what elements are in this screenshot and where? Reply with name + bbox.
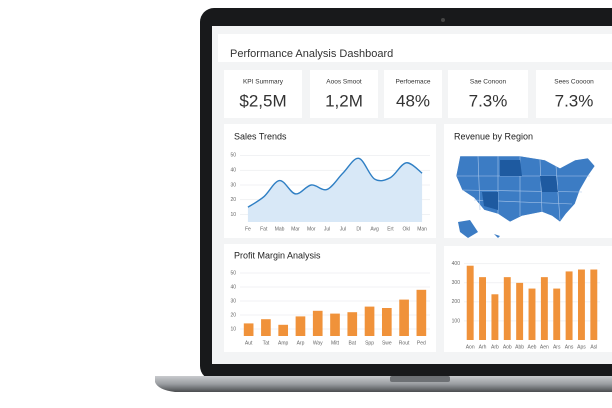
x-tick-label: Dl xyxy=(356,226,361,232)
kpi-value: 7.3% xyxy=(555,91,594,110)
bar xyxy=(565,271,573,340)
bar xyxy=(278,324,289,336)
bar xyxy=(491,294,499,340)
kpi-card xyxy=(384,70,442,118)
x-tick-label: Mab xyxy=(275,226,285,232)
x-tick-label: Mitt xyxy=(331,340,340,346)
bar xyxy=(466,265,474,340)
line xyxy=(247,157,423,208)
y-tick-label: 10 xyxy=(230,212,236,218)
y-tick-label: 400 xyxy=(452,261,461,267)
bar xyxy=(381,308,392,336)
y-tick-label: 40 xyxy=(230,168,236,174)
kpi-value: 7.3% xyxy=(469,91,508,110)
bar xyxy=(540,277,548,340)
x-tick-label: Aob xyxy=(503,344,512,350)
panel-title: Sales Trends xyxy=(234,131,287,141)
x-tick-label: Ars xyxy=(553,344,561,350)
kpi-card xyxy=(224,70,302,118)
y-tick-label: 50 xyxy=(230,153,236,159)
kpi-card xyxy=(310,70,378,118)
x-tick-label: Fe xyxy=(245,226,251,232)
kpi-value: $2,5M xyxy=(239,91,286,110)
y-tick-label: 300 xyxy=(452,280,461,286)
kpi-card xyxy=(536,70,612,118)
x-tick-label: Mor xyxy=(307,226,316,232)
x-tick-label: Arp xyxy=(297,340,305,346)
bar xyxy=(577,269,585,340)
bar xyxy=(479,277,487,340)
area xyxy=(247,158,423,222)
trackpad-notch xyxy=(390,376,450,382)
bar xyxy=(399,299,409,336)
us-map xyxy=(455,155,596,238)
x-tick-label: Bat xyxy=(349,340,357,346)
x-tick-label: Asl xyxy=(590,344,597,350)
bar xyxy=(347,312,358,336)
x-tick-label: Ans xyxy=(565,344,574,350)
bar xyxy=(330,313,340,336)
kpi-label: Sees Coooon xyxy=(554,79,594,86)
x-tick-label: Abb xyxy=(515,344,524,350)
bar xyxy=(364,306,375,336)
x-tick-label: Arh xyxy=(479,344,487,350)
x-tick-label: Amp xyxy=(278,340,289,346)
laptop-base xyxy=(155,376,612,392)
dashboard-title: Performance Analysis Dashboard xyxy=(230,48,393,60)
x-tick-label: Okl xyxy=(403,226,411,232)
x-tick-label: Mar xyxy=(291,226,300,232)
x-tick-label: Man xyxy=(417,226,427,232)
bar xyxy=(243,323,254,336)
x-tick-label: Rout xyxy=(399,340,410,346)
bar xyxy=(416,289,427,336)
kpi-card xyxy=(448,70,528,118)
x-tick-label: Way xyxy=(313,340,323,346)
x-tick-label: Aut xyxy=(245,340,253,346)
x-tick-label: Aen xyxy=(540,344,549,350)
x-tick-label: Jul xyxy=(340,226,346,232)
bar xyxy=(590,269,598,340)
x-tick-label: Ert xyxy=(387,226,394,232)
x-tick-label: Aon xyxy=(466,344,475,350)
bar xyxy=(503,277,511,340)
y-tick-label: 30 xyxy=(230,182,236,188)
bar xyxy=(261,319,271,336)
header-bar xyxy=(218,34,612,62)
kpi-label: KPI Summary xyxy=(243,79,284,86)
x-tick-label: Tat xyxy=(263,340,270,346)
kpi-value: 1,2M xyxy=(325,91,363,110)
x-tick-label: Avg xyxy=(370,226,379,232)
bar xyxy=(553,288,561,340)
kpi-label: Perfoemace xyxy=(395,79,430,86)
bar xyxy=(528,288,536,340)
x-tick-label: Aeb xyxy=(528,344,537,350)
x-tick-label: Arb xyxy=(491,344,499,350)
y-tick-label: 200 xyxy=(452,299,461,305)
bar xyxy=(516,282,524,340)
bar xyxy=(295,316,306,336)
x-tick-label: Swe xyxy=(382,340,392,346)
x-tick-label: Spp xyxy=(365,340,374,346)
y-tick-label: 20 xyxy=(230,312,236,318)
kpi-label: Sae Conoon xyxy=(470,79,507,86)
kpi-row: KPI Summary $2,5M Aoos Smoot 1,2M Perfoemace… xyxy=(224,70,612,118)
y-tick-label: 100 xyxy=(452,318,461,324)
x-tick-label: Ped xyxy=(417,340,426,346)
camera xyxy=(441,18,445,22)
y-tick-label: 10 xyxy=(230,326,236,332)
y-tick-label: 30 xyxy=(230,298,236,304)
y-tick-label: 40 xyxy=(230,284,236,290)
y-tick-label: 50 xyxy=(230,270,236,276)
x-tick-label: Aps xyxy=(577,344,586,350)
x-tick-label: Jul xyxy=(324,226,330,232)
panel-title: Revenue by Region xyxy=(454,131,533,141)
x-tick-label: Fat xyxy=(260,226,268,232)
bar xyxy=(312,310,323,336)
y-tick-label: 20 xyxy=(230,197,236,203)
kpi-label: Aoos Smoot xyxy=(326,79,362,86)
kpi-value: 48% xyxy=(396,91,430,110)
panel-title: Profit Margin Analysis xyxy=(234,250,321,260)
